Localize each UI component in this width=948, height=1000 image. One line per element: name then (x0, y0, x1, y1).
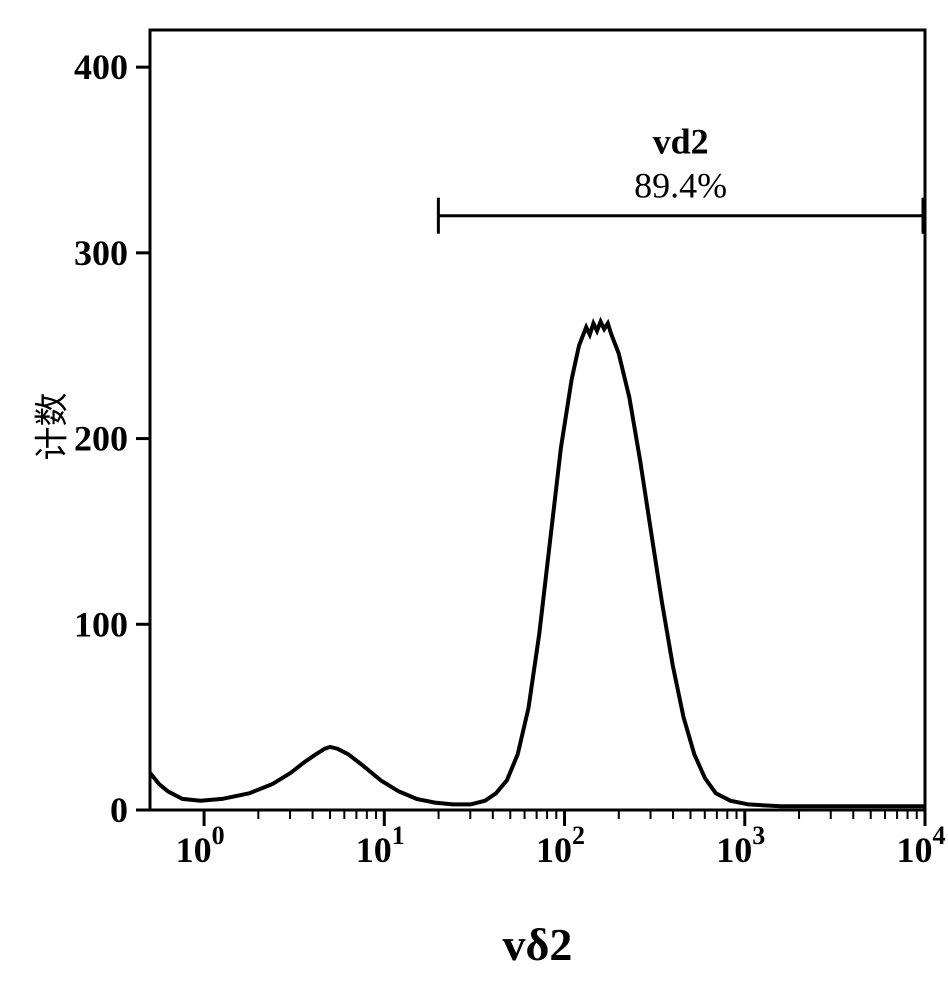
x-tick-label: 102 (536, 821, 585, 870)
y-tick-label: 0 (110, 790, 128, 830)
x-tick-label: 103 (716, 821, 765, 870)
plot-border (150, 30, 925, 810)
x-tick-label: 101 (356, 821, 405, 870)
y-tick-label: 100 (74, 604, 128, 644)
histogram-curve (150, 322, 925, 807)
x-tick-label: 100 (176, 821, 225, 870)
y-tick-label: 300 (74, 233, 128, 273)
y-tick-label: 200 (74, 419, 128, 459)
y-axis-label: 计数 (25, 393, 74, 461)
x-axis-label: vδ2 (503, 919, 573, 970)
gate-label-percent: 89.4% (634, 166, 727, 206)
chart-container: 0100200300400100101102103104vδ2vd289.4% … (0, 0, 948, 1000)
x-tick-label: 104 (897, 821, 946, 870)
histogram-chart: 0 100 200 300 400 100 101 102 103 104 vδ2 vd289.4% (0, 0, 948, 1000)
y-tick-label: 400 (74, 47, 128, 87)
gate-label-name: vd2 (653, 122, 709, 162)
